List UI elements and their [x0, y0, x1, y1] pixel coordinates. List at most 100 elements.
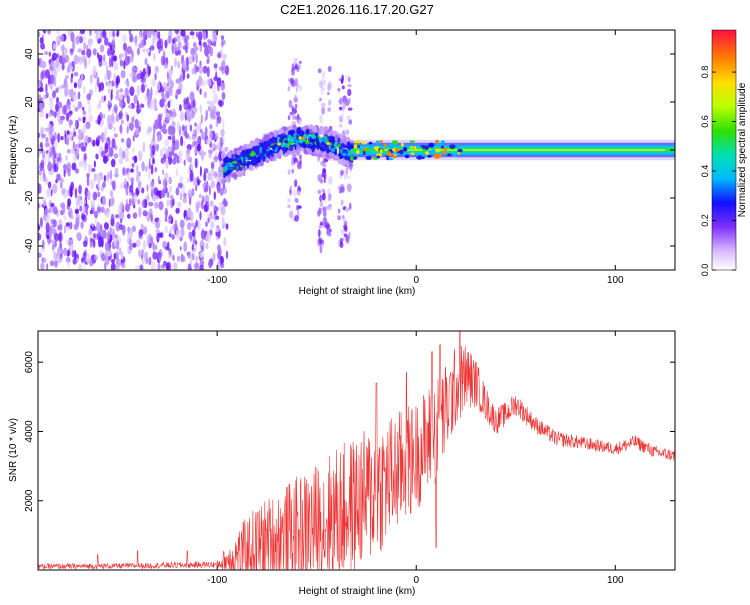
- heatmap-spur-cell: [340, 79, 344, 84]
- heatmap-spur-cell: [347, 76, 351, 83]
- heatmap-noise-cell: [215, 111, 221, 117]
- heatmap-noise-cell: [186, 177, 190, 183]
- heatmap-noise-cell: [70, 48, 74, 56]
- heatmap-noise-cell: [199, 211, 202, 221]
- heatmap-noise-cell: [208, 259, 213, 269]
- heatmap-noise-cell: [154, 106, 158, 112]
- heatmap-noise-cell: [39, 81, 42, 88]
- heatmap-noise-cell: [59, 63, 63, 71]
- heatmap-noise-cell: [216, 52, 222, 59]
- heatmap-noise-cell: [195, 46, 199, 51]
- heatmap-band-cell: [375, 140, 380, 145]
- heatmap-noise-cell: [47, 30, 51, 35]
- heatmap-noise-cell: [41, 133, 47, 138]
- heatmap-noise-cell: [52, 243, 55, 251]
- heatmap-spur-cell: [321, 243, 324, 248]
- heatmap-noise-cell: [57, 255, 63, 264]
- heatmap-noise-cell: [82, 251, 87, 261]
- heatmap-noise-cell: [187, 263, 192, 270]
- heatmap-noise-cell: [138, 43, 143, 49]
- heatmap-noise-cell: [168, 86, 173, 97]
- heatmap-noise-cell: [164, 39, 168, 49]
- heatmap-noise-cell: [54, 232, 59, 242]
- heatmap-noise-cell: [166, 199, 170, 207]
- heatmap-noise-cell: [93, 210, 99, 219]
- heatmap-noise-cell: [38, 233, 42, 241]
- heatmap-noise-cell: [147, 125, 151, 136]
- heatmap-noise-cell: [81, 49, 86, 56]
- heatmap-noise-cell: [119, 59, 124, 67]
- heatmap-noise-cell: [57, 246, 61, 258]
- heatmap-noise-cell: [162, 128, 168, 135]
- heatmap-noise-cell: [164, 172, 169, 180]
- heatmap-noise-cell: [205, 126, 208, 137]
- heatmap-noise-cell: [111, 108, 114, 114]
- heatmap-noise-cell: [39, 162, 44, 172]
- heatmap-noise-cell: [220, 129, 225, 137]
- heatmap-noise-cell: [77, 101, 83, 109]
- heatmap-spur-cell: [337, 215, 342, 221]
- heatmap-noise-cell: [42, 168, 45, 178]
- colorbar-tick-label: 0.2: [700, 214, 710, 227]
- heatmap-signal-cell: [319, 138, 324, 142]
- heatmap-noise-cell: [72, 94, 78, 102]
- heatmap-noise-cell: [209, 100, 215, 107]
- heatmap-band-cell: [430, 144, 434, 148]
- heatmap-noise-cell: [208, 129, 213, 140]
- heatmap-spur-cell: [347, 88, 352, 97]
- heatmap-noise-cell: [70, 148, 75, 154]
- heatmap-noise-cell: [138, 178, 142, 188]
- heatmap-noise-cell: [199, 104, 202, 114]
- heatmap-noise-cell: [158, 201, 164, 211]
- heatmap-noise-cell: [176, 155, 180, 164]
- heatmap-spur-cell: [318, 225, 323, 229]
- heatmap-noise-cell: [48, 97, 54, 102]
- heatmap-noise-cell: [41, 257, 45, 263]
- heatmap-noise-cell: [188, 55, 193, 65]
- heatmap-noise-cell: [86, 253, 91, 264]
- heatmap-spur-cell: [294, 103, 298, 109]
- heatmap-noise-cell: [141, 187, 145, 194]
- heatmap-noise-cell: [54, 67, 60, 73]
- heatmap-noise-cell: [205, 221, 208, 228]
- snr-frame: [37, 330, 676, 571]
- heatmap-noise-cell: [175, 168, 179, 177]
- heatmap-noise-cell: [110, 115, 116, 125]
- heatmap-noise-cell: [61, 62, 65, 71]
- heatmap-noise-cell: [107, 88, 111, 94]
- heatmap-noise-cell: [88, 228, 93, 235]
- snr-y-tick-label: 6000: [24, 351, 35, 374]
- heatmap-noise-cell: [192, 235, 197, 243]
- heatmap-signal-cell: [291, 150, 296, 154]
- heatmap-noise-cell: [45, 137, 49, 143]
- heatmap-noise-cell: [78, 134, 82, 141]
- heatmap-noise-cell: [39, 217, 43, 228]
- heatmap-noise-cell: [66, 149, 71, 154]
- heatmap-noise-cell: [202, 80, 206, 86]
- heatmap-noise-region: [38, 30, 230, 270]
- heatmap-band-cell: [419, 156, 425, 160]
- heatmap-noise-cell: [222, 119, 225, 130]
- heatmap-noise-cell: [179, 246, 182, 251]
- heatmap-signal-cell: [243, 161, 247, 166]
- heatmap-noise-cell: [148, 157, 151, 169]
- heatmap-noise-cell: [111, 259, 115, 264]
- heatmap-band-cell: [422, 154, 428, 158]
- heatmap-noise-cell: [48, 51, 52, 57]
- heatmap-signal-cell: [316, 145, 320, 150]
- heatmap-noise-cell: [164, 225, 169, 234]
- heatmap-noise-cell: [129, 86, 135, 97]
- heatmap-noise-cell: [220, 48, 224, 58]
- heatmap-noise-cell: [126, 95, 130, 104]
- heatmap-noise-cell: [213, 205, 218, 214]
- heatmap-noise-cell: [132, 135, 135, 142]
- heatmap-noise-cell: [148, 256, 152, 266]
- heatmap-noise-cell: [127, 172, 131, 182]
- heatmap-noise-cell: [94, 82, 97, 93]
- heatmap-band-cell: [389, 147, 393, 150]
- heatmap-signal-cell: [231, 154, 236, 158]
- heatmap-band-cell: [368, 146, 374, 149]
- heatmap-noise-cell: [173, 223, 179, 231]
- heatmap-spur-cell: [348, 119, 353, 125]
- heatmap-noise-cell: [64, 224, 66, 234]
